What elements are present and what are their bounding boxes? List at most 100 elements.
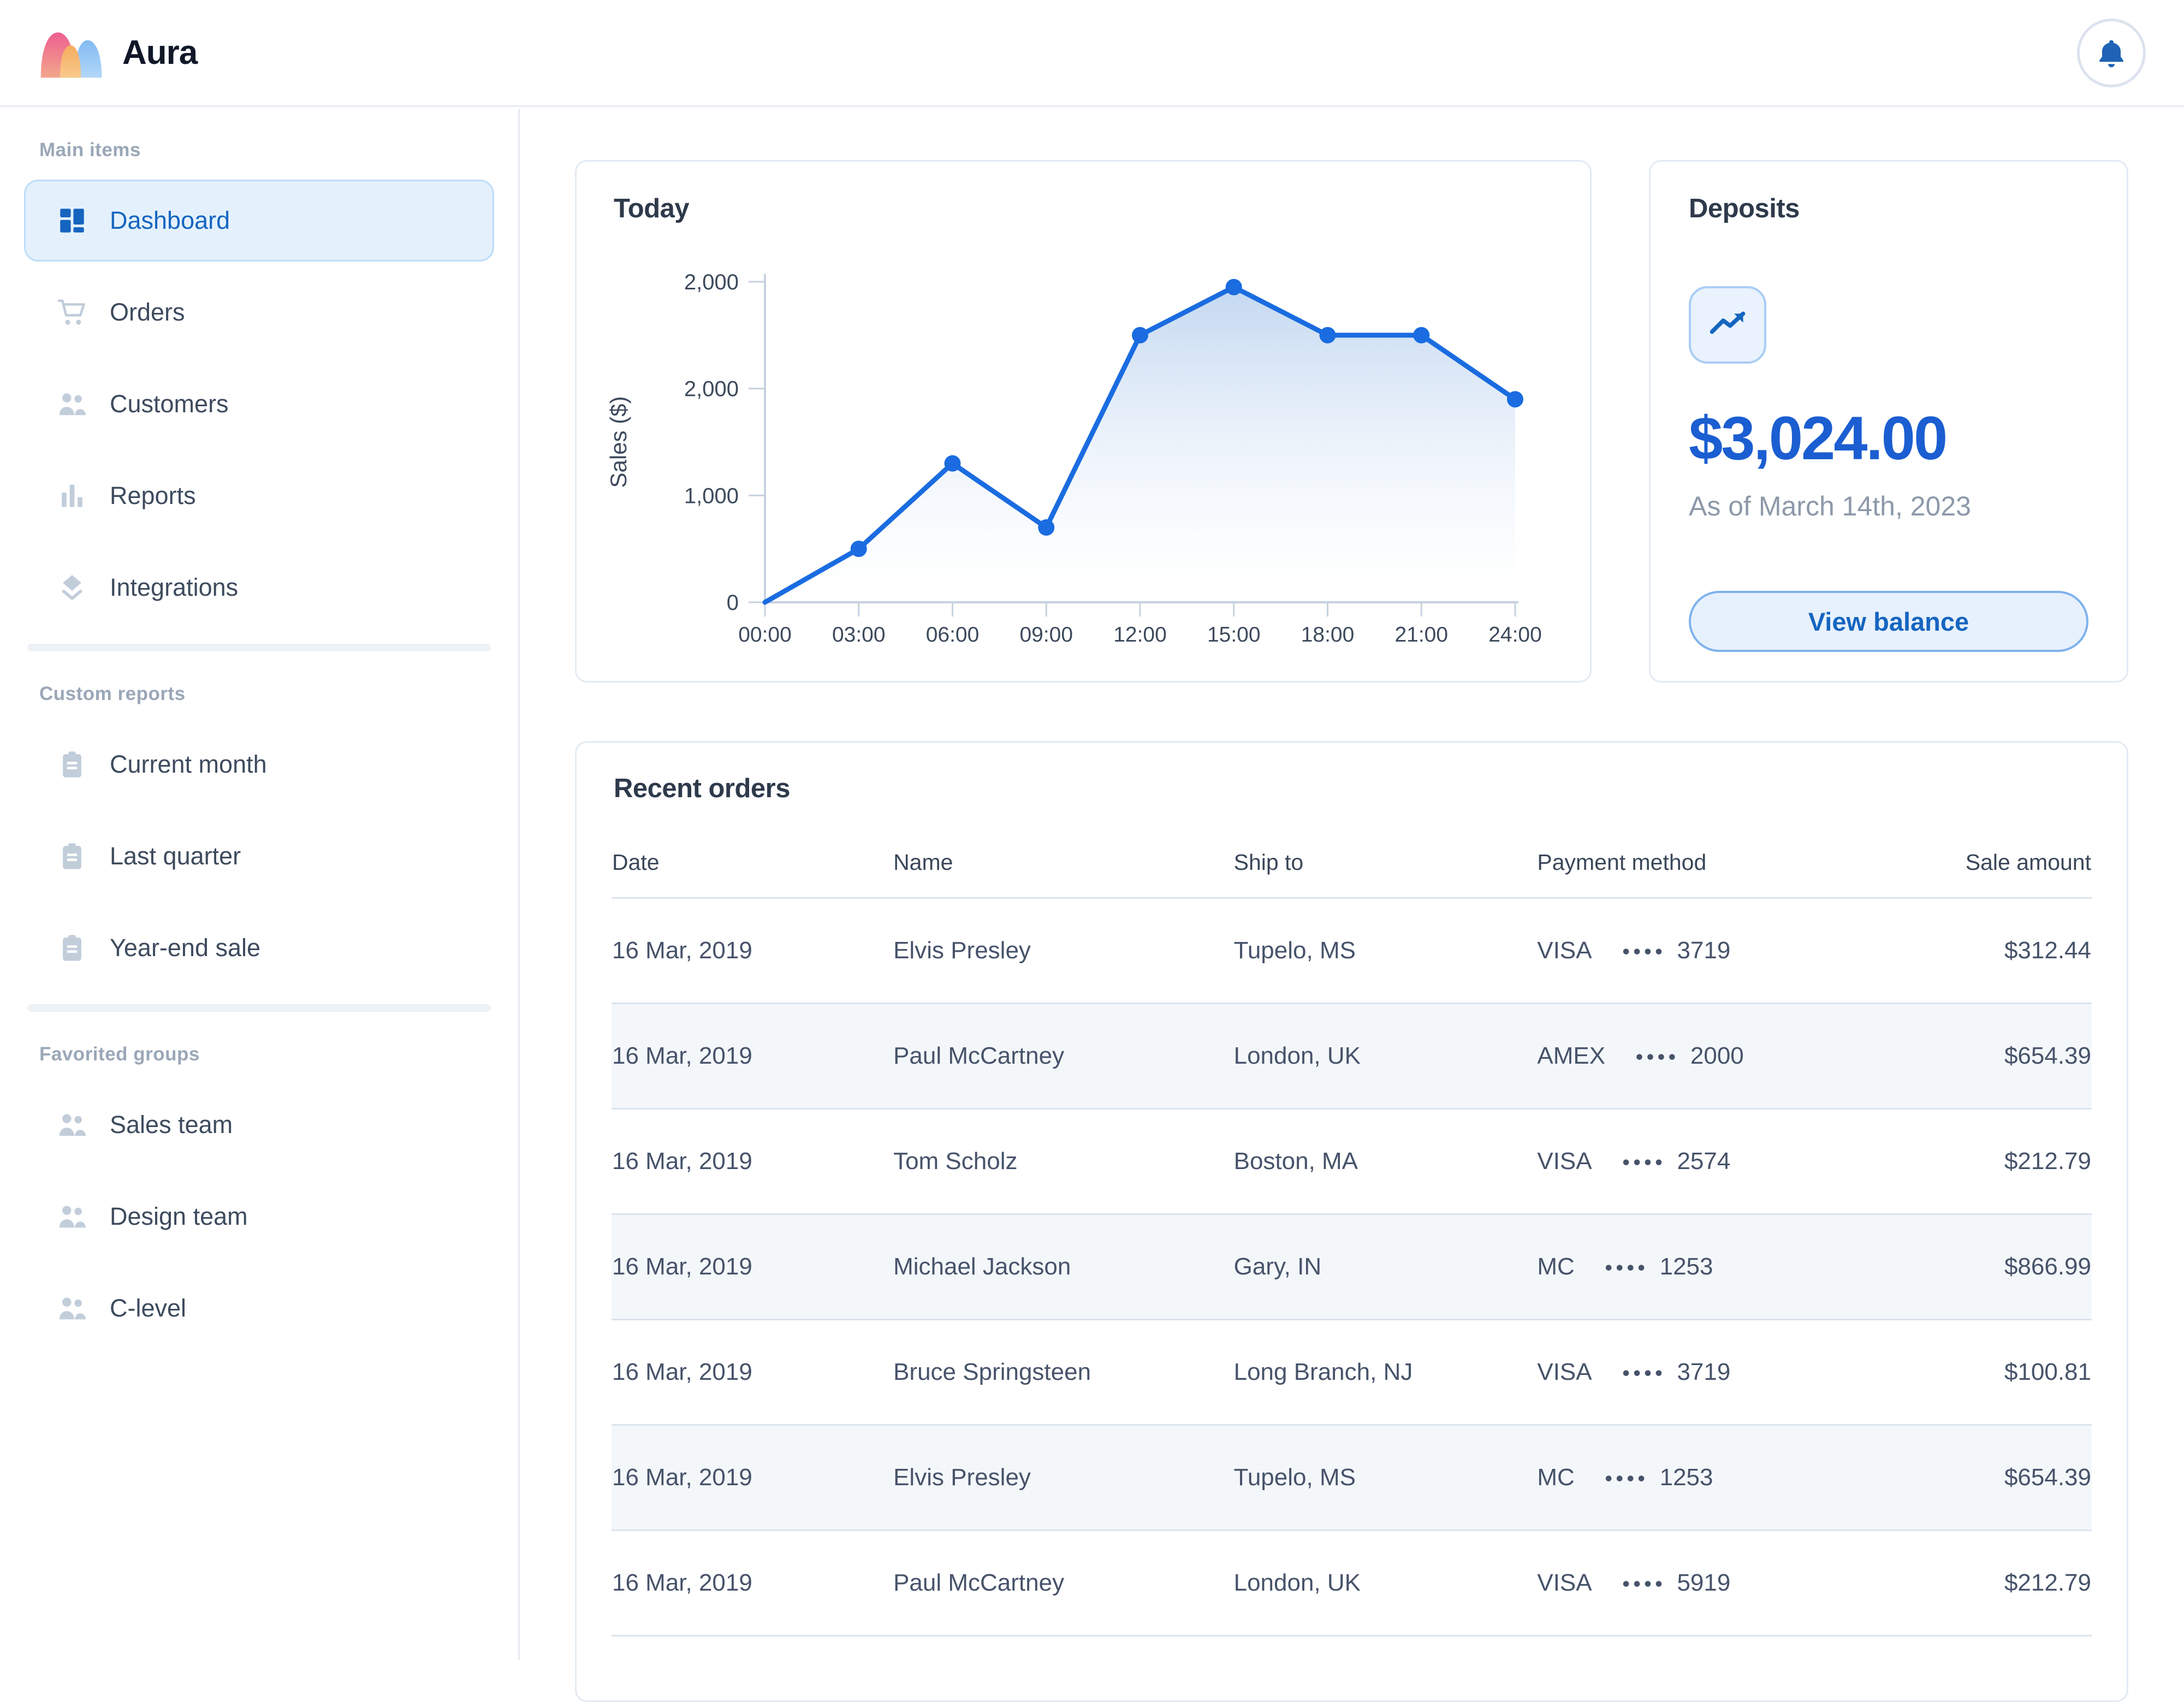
payment-brand: VISA bbox=[1537, 1359, 1592, 1385]
deposits-title: Deposits bbox=[1689, 193, 1800, 224]
clipboard-icon bbox=[56, 840, 88, 872]
payment-last4: 1253 bbox=[1660, 1464, 1713, 1491]
order-date: 16 Mar, 2019 bbox=[612, 1425, 893, 1530]
deposits-amount: $3,024.00 bbox=[1689, 403, 1946, 473]
order-payment: AMEX••••2000 bbox=[1536, 1003, 1921, 1108]
layers-icon bbox=[56, 572, 88, 603]
order-name: Paul McCartney bbox=[893, 1530, 1233, 1635]
people-icon bbox=[56, 1201, 88, 1232]
recent-orders-card: Recent orders Date Name Ship to Payment … bbox=[575, 741, 2128, 1702]
top-bar: Aura bbox=[0, 0, 2184, 107]
order-name: Tom Scholz bbox=[893, 1108, 1233, 1214]
bar-chart-icon bbox=[56, 480, 88, 512]
order-amount: $100.81 bbox=[1921, 1319, 2092, 1425]
svg-text:2,000: 2,000 bbox=[684, 270, 739, 294]
payment-masked-dots: •••• bbox=[1623, 1573, 1666, 1595]
order-ship-to: London, UK bbox=[1233, 1530, 1537, 1635]
order-date: 16 Mar, 2019 bbox=[612, 1319, 893, 1425]
sidebar-item-dashboard[interactable]: Dashboard bbox=[24, 180, 494, 262]
sidebar-divider bbox=[27, 1004, 491, 1012]
trending-up-icon bbox=[1707, 304, 1748, 346]
aura-logo-icon bbox=[38, 27, 106, 79]
column-header-name: Name bbox=[893, 828, 1233, 898]
sidebar-item-customers[interactable]: Customers bbox=[24, 363, 494, 445]
svg-text:09:00: 09:00 bbox=[1019, 623, 1073, 647]
svg-text:21:00: 21:00 bbox=[1394, 623, 1448, 647]
sidebar-item-current-month[interactable]: Current month bbox=[24, 724, 494, 805]
recent-orders-title: Recent orders bbox=[614, 773, 2092, 804]
brand: Aura bbox=[38, 27, 197, 79]
column-header-ship-to: Ship to bbox=[1233, 828, 1537, 898]
order-name: Paul McCartney bbox=[893, 1003, 1233, 1108]
sidebar-item-year-end-sale[interactable]: Year-end sale bbox=[24, 907, 494, 989]
payment-brand: MC bbox=[1537, 1464, 1574, 1491]
payment-last4: 3719 bbox=[1677, 937, 1730, 964]
order-payment: MC •••• 1253 bbox=[1536, 1425, 1921, 1530]
sidebar-item-label: Sales team bbox=[110, 1111, 233, 1139]
order-date: 16 Mar, 2019 bbox=[612, 898, 893, 1003]
sidebar-item-reports[interactable]: Reports bbox=[24, 455, 494, 537]
sidebar-item-sales-team[interactable]: Sales team bbox=[24, 1084, 494, 1166]
order-ship-to: Boston, MA bbox=[1233, 1108, 1537, 1214]
payment-masked-dots: •••• bbox=[1636, 1046, 1679, 1068]
bell-icon bbox=[2095, 37, 2128, 69]
payment-last4: 2574 bbox=[1677, 1148, 1730, 1175]
order-name: Elvis Presley bbox=[893, 1425, 1233, 1530]
sidebar-item-label: Integrations bbox=[110, 573, 238, 602]
svg-text:06:00: 06:00 bbox=[926, 623, 980, 647]
deposits-card: Deposits $3,024.00 As of March 14th, 202… bbox=[1649, 160, 2128, 683]
order-date: 16 Mar, 2019 bbox=[612, 1108, 893, 1214]
svg-text:03:00: 03:00 bbox=[832, 623, 886, 647]
payment-masked-dots: •••• bbox=[1623, 940, 1666, 963]
trend-box bbox=[1689, 286, 1766, 364]
sidebar-item-orders[interactable]: Orders bbox=[24, 271, 494, 353]
order-amount: $654.39 bbox=[1921, 1003, 2092, 1108]
brand-name: Aura bbox=[122, 33, 197, 72]
sidebar-item-label: Customers bbox=[110, 390, 229, 418]
order-name: Michael Jackson bbox=[893, 1214, 1233, 1319]
sidebar-item-label: Reports bbox=[110, 482, 196, 510]
column-header-date: Date bbox=[612, 828, 893, 898]
order-ship-to: Long Branch, NJ bbox=[1233, 1319, 1537, 1425]
chart-title: Today bbox=[614, 193, 689, 224]
view-balance-button[interactable]: View balance bbox=[1689, 591, 2088, 652]
order-amount: $312.44 bbox=[1921, 898, 2092, 1003]
svg-text:1,000: 1,000 bbox=[684, 484, 739, 508]
notifications-button[interactable] bbox=[2077, 19, 2146, 87]
sidebar-item-label: Dashboard bbox=[110, 206, 230, 235]
order-ship-to: Gary, IN bbox=[1233, 1214, 1537, 1319]
people-icon bbox=[56, 388, 88, 420]
cart-icon bbox=[56, 296, 88, 328]
order-amount: $212.79 bbox=[1921, 1108, 2092, 1214]
sidebar-item-last-quarter[interactable]: Last quarter bbox=[24, 815, 494, 897]
svg-text:0: 0 bbox=[727, 591, 739, 615]
payment-masked-dots: •••• bbox=[1605, 1467, 1649, 1490]
column-header-sale-amount: Sale amount bbox=[1921, 828, 2092, 898]
sidebar-item-label: Last quarter bbox=[110, 842, 241, 870]
order-payment: VISA••••5919 bbox=[1536, 1530, 1921, 1635]
sidebar-item-label: Current month bbox=[110, 750, 267, 779]
svg-text:2,000: 2,000 bbox=[684, 377, 739, 401]
sidebar-divider bbox=[27, 644, 491, 651]
sidebar-item-integrations[interactable]: Integrations bbox=[24, 547, 494, 628]
sidebar-item-c-level[interactable]: C-level bbox=[24, 1267, 494, 1349]
orders-table: Date Name Ship to Payment method Sale am… bbox=[612, 828, 2092, 1636]
people-icon bbox=[56, 1109, 88, 1141]
sidebar-item-design-team[interactable]: Design team bbox=[24, 1176, 494, 1258]
order-payment: VISA••••3719 bbox=[1536, 1319, 1921, 1425]
order-payment: MC••••1253 bbox=[1536, 1214, 1921, 1319]
clipboard-icon bbox=[56, 932, 88, 964]
payment-last4: 3719 bbox=[1677, 1359, 1730, 1385]
svg-text:18:00: 18:00 bbox=[1301, 623, 1355, 647]
order-ship-to: Tupelo, MS bbox=[1233, 1425, 1537, 1530]
